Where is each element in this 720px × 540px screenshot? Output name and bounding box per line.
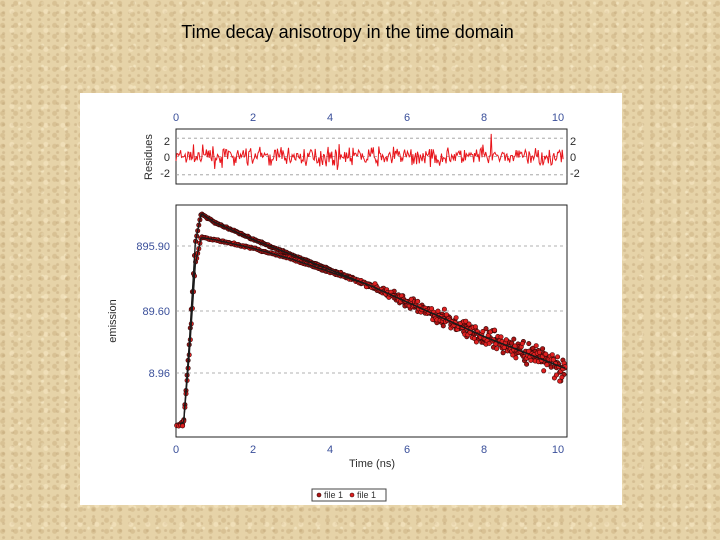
decay-point — [463, 318, 469, 324]
decay-point — [503, 337, 509, 343]
decay-point — [510, 352, 516, 358]
decay-y-tick-2: 8.96 — [149, 368, 170, 380]
decay-point — [559, 374, 565, 380]
decay-point — [466, 321, 472, 327]
chart-svg: 0 2 4 6 8 10 2 0 -2 2 0 -2 Residues — [107, 112, 580, 502]
decay-point — [513, 355, 519, 361]
decay-point — [511, 336, 517, 342]
decay-point — [528, 357, 534, 363]
res-top-tick-3: 6 — [404, 112, 410, 124]
residuals-top-ticks: 0 2 4 6 8 10 — [173, 112, 564, 124]
residuals-left-ticks: 2 0 -2 — [160, 136, 170, 180]
decay-y-ticks: 895.90 89.60 8.96 — [136, 241, 170, 380]
decay-point — [543, 351, 549, 357]
decay-point — [540, 346, 546, 352]
res-right-tick-2: -2 — [570, 168, 580, 180]
decay-point — [486, 340, 492, 346]
decay-point — [440, 323, 446, 329]
decay-fit-line — [179, 237, 566, 425]
decay-point — [487, 329, 493, 335]
slide-title: Time decay anisotropy in the time domain — [181, 22, 514, 42]
decay-point — [526, 341, 532, 347]
legend: file 1 file 1 — [311, 488, 387, 502]
legend-marker-0 — [316, 492, 322, 498]
decay-point — [483, 326, 489, 332]
decay-point — [557, 378, 563, 384]
res-left-tick-0: 2 — [164, 136, 170, 148]
decay-point — [550, 357, 556, 363]
decay-x-tick-3: 6 — [404, 444, 410, 456]
res-top-tick-1: 2 — [250, 112, 256, 124]
residuals-right-ticks: 2 0 -2 — [570, 136, 580, 180]
decay-point — [494, 346, 500, 352]
decay-point — [492, 327, 498, 333]
res-top-tick-0: 0 — [173, 112, 179, 124]
res-top-tick-4: 8 — [481, 112, 487, 124]
decay-y-tick-1: 89.60 — [142, 306, 170, 318]
decay-point — [180, 423, 186, 429]
decay-x-tick-2: 4 — [327, 444, 333, 456]
legend-label-1: file 1 — [357, 490, 376, 500]
decay-point — [541, 368, 547, 374]
res-right-tick-1: 0 — [570, 152, 576, 164]
residuals-gridlines — [176, 137, 567, 176]
decay-point — [473, 339, 479, 345]
decay-x-tick-0: 0 — [173, 444, 179, 456]
decay-point — [480, 329, 486, 335]
decay-point — [443, 312, 449, 318]
decay-point — [536, 349, 542, 355]
decay-ylabel: emission — [107, 299, 119, 342]
decay-plot: 895.90 89.60 8.96 0 2 4 6 8 10 emission … — [107, 204, 568, 470]
decay-xlabel: Time (ns) — [349, 458, 395, 470]
decay-x-tick-4: 8 — [481, 444, 487, 456]
decay-point — [472, 324, 478, 330]
decay-point — [533, 343, 539, 349]
residuals-plot: 0 2 4 6 8 10 2 0 -2 2 0 -2 Residues — [143, 112, 580, 185]
decay-point — [553, 372, 559, 378]
decay-x-tick-1: 2 — [250, 444, 256, 456]
decay-point — [498, 334, 504, 340]
legend-box — [311, 488, 387, 502]
res-left-tick-2: -2 — [160, 168, 170, 180]
chart-panel: 0 2 4 6 8 10 2 0 -2 2 0 -2 Residues — [80, 93, 622, 505]
res-top-tick-2: 4 — [327, 112, 333, 124]
decay-point — [441, 306, 447, 312]
decay-point — [544, 362, 550, 368]
res-left-tick-1: 0 — [164, 152, 170, 164]
decay-fit-lines — [179, 213, 566, 425]
decay-point — [453, 315, 459, 321]
legend-label-0: file 1 — [324, 490, 343, 500]
decay-point — [500, 350, 506, 356]
residuals-ylabel: Residues — [143, 134, 155, 180]
decay-point — [509, 340, 515, 346]
decay-point — [555, 354, 561, 360]
decay-point — [519, 341, 525, 347]
decay-point — [549, 352, 555, 358]
res-right-tick-0: 2 — [570, 136, 576, 148]
decay-point — [415, 298, 421, 304]
decay-x-ticks: 0 2 4 6 8 10 — [173, 444, 564, 456]
decay-gridlines — [176, 245, 567, 374]
decay-frame — [175, 204, 568, 438]
legend-marker-1 — [349, 492, 355, 498]
decay-point — [429, 306, 435, 312]
residuals-series — [175, 133, 564, 170]
res-top-tick-5: 10 — [552, 112, 564, 124]
decay-point — [524, 361, 530, 367]
decay-x-tick-5: 10 — [552, 444, 564, 456]
decay-point — [435, 308, 441, 314]
decay-y-tick-0: 895.90 — [136, 241, 170, 253]
